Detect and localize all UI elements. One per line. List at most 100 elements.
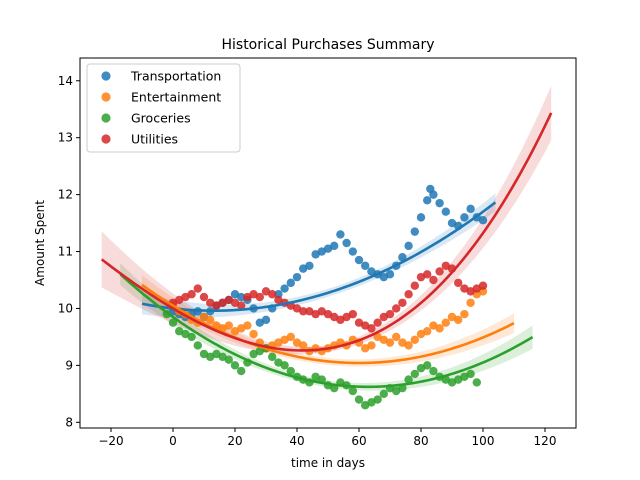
groceries-point: [268, 352, 277, 362]
x-tick-label: 80: [413, 434, 428, 448]
groceries-point: [224, 355, 233, 364]
y-axis-label: Amount Spent: [33, 200, 47, 286]
entertainment-point: [441, 318, 450, 327]
groceries-point: [348, 386, 357, 396]
fit-lines: [100, 112, 553, 389]
x-tick-label: 100: [472, 434, 495, 448]
legend-marker-transportation: [101, 71, 111, 81]
transportation-point: [435, 198, 444, 208]
legend-label-utilities: Utilities: [131, 132, 178, 147]
utilities-point: [255, 292, 264, 302]
utilities-point: [373, 318, 382, 327]
utilities-point: [429, 275, 438, 285]
utilities-fit-line: [100, 112, 553, 352]
groceries-fit-line: [119, 273, 534, 389]
entertainment-point: [385, 338, 395, 347]
y-tick-label: 11: [58, 245, 73, 259]
legend-marker-utilities: [101, 134, 111, 144]
entertainment-point: [460, 309, 469, 319]
utilities-point: [193, 284, 202, 293]
entertainment-point: [435, 324, 444, 333]
utilities-point: [348, 309, 357, 319]
groceries-point: [187, 332, 196, 342]
x-tick-label: −20: [98, 434, 123, 448]
entertainment-point: [466, 298, 475, 307]
utilities-point: [392, 304, 401, 313]
groceries-point: [193, 341, 202, 350]
y-tick-label: 9: [65, 358, 73, 372]
x-tick-label: 20: [227, 434, 242, 448]
groceries-point: [354, 395, 364, 404]
utilities-point: [385, 309, 395, 319]
transportation-point: [261, 315, 271, 325]
transportation-point: [404, 241, 413, 251]
x-tick-label: 40: [289, 434, 304, 448]
transportation-point: [478, 216, 488, 225]
utilities-point: [199, 292, 209, 302]
utilities-point: [398, 298, 407, 307]
transportation-point: [354, 255, 364, 265]
entertainment-point: [404, 341, 413, 350]
utilities-point: [435, 267, 444, 276]
transportation-point: [280, 284, 289, 293]
legend-box: [86, 63, 241, 153]
entertainment-point: [423, 327, 432, 336]
plot-frame: [79, 57, 577, 429]
entertainment-point: [392, 332, 401, 342]
groceries-point: [429, 366, 438, 376]
transportation-point: [336, 230, 345, 239]
entertainment-point: [299, 341, 308, 350]
legend-marker-entertainment: [101, 92, 111, 102]
y-tick-label: 8: [65, 415, 73, 429]
utilities-point: [237, 301, 246, 310]
transportation-point: [416, 213, 426, 222]
transportation-point: [361, 261, 370, 270]
entertainment-point: [249, 329, 258, 339]
legend-label-transportation: Transportation: [130, 69, 221, 84]
transportation-point: [342, 238, 351, 248]
utilities-point: [454, 278, 463, 288]
entertainment-point: [367, 341, 376, 350]
utilities-point: [299, 307, 308, 316]
transportation-point: [330, 241, 339, 251]
y-tick-label: 10: [58, 301, 73, 315]
transportation-point: [410, 227, 419, 236]
chart-title: Historical Purchases Summary: [221, 37, 434, 53]
groceries-point: [280, 361, 289, 370]
transportation-point: [460, 213, 469, 222]
x-axis-label: time in days: [291, 456, 365, 470]
entertainment-point: [206, 315, 215, 325]
transportation-point: [423, 196, 432, 205]
entertainment-point: [454, 315, 463, 325]
transportation-point: [385, 270, 395, 279]
legend-label-groceries: Groceries: [131, 111, 191, 126]
transportation-point: [348, 247, 357, 256]
groceries-point: [472, 378, 481, 387]
groceries-point: [404, 375, 413, 384]
groceries-point: [286, 366, 295, 376]
entertainment-point: [224, 321, 233, 330]
transportation-point: [466, 204, 475, 214]
transportation-point: [305, 261, 314, 270]
x-axis-ticks: −20 0 20 40 60 80 100 120: [98, 428, 556, 448]
entertainment-point: [410, 335, 419, 344]
groceries-point: [237, 366, 246, 376]
y-tick-label: 13: [58, 131, 73, 145]
transportation-point: [292, 272, 302, 282]
entertainment-point: [286, 332, 295, 342]
utilities-point: [367, 324, 376, 333]
legend-marker-groceries: [101, 113, 111, 123]
groceries-point: [423, 361, 432, 370]
transportation-fit-line: [141, 201, 497, 312]
transportation-point: [398, 253, 407, 262]
utilities-point: [268, 290, 277, 299]
entertainment-point: [243, 321, 252, 330]
x-tick-label: 0: [169, 434, 177, 448]
transportation-point: [429, 190, 438, 199]
y-tick-label: 12: [58, 188, 73, 202]
entertainment-fit-line: [141, 283, 515, 365]
y-axis-ticks: 8 9 10 11 12 13 14: [58, 74, 80, 429]
utilities-point: [187, 290, 196, 299]
utilities-point: [423, 270, 432, 279]
